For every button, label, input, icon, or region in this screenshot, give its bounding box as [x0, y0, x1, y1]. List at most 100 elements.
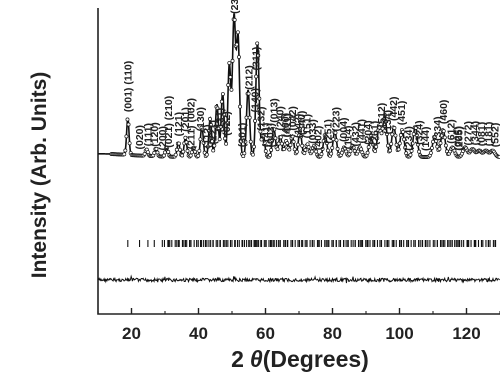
hkl-annotation: (240)	[274, 106, 286, 131]
observed-point	[287, 147, 292, 152]
observed-point	[320, 146, 325, 151]
observed-point	[210, 139, 215, 144]
observed-point	[410, 141, 415, 146]
x-tick-label: 40	[189, 324, 208, 343]
hkl-annotation: (001) (110)	[122, 61, 134, 112]
hkl-annotation: (200)	[157, 126, 169, 151]
observed-point	[413, 125, 418, 130]
observed-point	[409, 148, 414, 153]
observed-point	[324, 141, 329, 146]
plot-area	[97, 8, 500, 315]
observed-point	[184, 140, 189, 145]
observed-point	[279, 141, 284, 146]
hkl-annotation: (261)	[369, 121, 381, 146]
observed-point	[222, 112, 226, 117]
observed-point	[189, 150, 194, 155]
hkl-annotation: (451)	[396, 101, 408, 126]
observed-point	[212, 143, 217, 148]
x-tick-label: 60	[256, 324, 275, 343]
observed-point	[323, 134, 328, 139]
hkl-annotation: (460)	[438, 100, 450, 125]
hkl-annotations: (001) (110) (020)(111)(120)(200)(021) (21…	[122, 0, 500, 151]
hkl-annotation: (013)	[269, 98, 281, 123]
x-axis-label-units: (Degrees)	[263, 346, 369, 372]
observed-point	[314, 149, 319, 154]
observed-point	[228, 75, 233, 80]
observed-point	[173, 152, 178, 157]
observed-point	[242, 151, 247, 156]
observed-point	[205, 144, 210, 149]
hkl-annotation: (612)	[445, 119, 457, 144]
observed-point	[439, 133, 444, 138]
x-tick-label: 100	[385, 324, 413, 343]
observed-point	[188, 153, 193, 158]
hkl-annotation: (021) (210)	[163, 96, 175, 148]
observed-point	[319, 152, 324, 157]
observed-point	[374, 144, 379, 149]
hkl-annotation: (402)	[313, 126, 325, 151]
observed-point	[292, 147, 297, 152]
observed-point	[339, 150, 344, 155]
observed-point	[290, 134, 295, 139]
observed-point	[380, 126, 385, 131]
x-axis-label-theta: θ	[250, 346, 263, 372]
observed-point	[275, 147, 280, 152]
x-axis-ticks: 20 40 60 80 100 120	[97, 308, 500, 343]
hkl-annotation: (230)	[229, 0, 241, 14]
observed-point	[161, 153, 166, 158]
observed-point	[193, 149, 197, 154]
hkl-annotation: (033)	[307, 119, 319, 144]
hkl-annotation: (114)	[343, 125, 355, 149]
observed-point	[330, 145, 335, 150]
hkl-annotation: (132)	[255, 106, 267, 131]
x-axis-label-prefix: 2	[231, 346, 244, 372]
observed-point	[278, 135, 283, 140]
observed-point	[225, 121, 230, 126]
observed-point	[197, 148, 202, 153]
hkl-annotation: (144)	[420, 126, 432, 151]
hkl-annotation: (432)	[350, 122, 362, 147]
observed-point	[375, 136, 380, 141]
observed-point	[200, 127, 205, 132]
observed-point	[414, 133, 419, 138]
observed-point	[403, 145, 408, 150]
observed-point	[181, 149, 186, 154]
observed-point	[389, 141, 394, 146]
observed-point	[218, 124, 223, 129]
observed-point	[302, 151, 307, 156]
observed-point	[246, 91, 251, 96]
observed-point	[223, 136, 227, 141]
observed-point	[208, 117, 212, 121]
observed-point	[306, 145, 311, 150]
observed-point	[204, 152, 209, 157]
hkl-annotation: (211) (002)	[185, 98, 197, 149]
observed-point	[398, 133, 403, 138]
observed-point	[213, 124, 218, 129]
observed-point	[335, 146, 340, 151]
observed-point	[438, 141, 443, 146]
observed-point	[176, 141, 181, 146]
observed-point	[229, 87, 234, 92]
hkl-annotation: (311)	[251, 47, 263, 71]
observed-point	[258, 129, 263, 134]
hkl-annotation: (400)	[280, 113, 292, 138]
observed-point	[366, 145, 371, 150]
hkl-annotation: (201)	[180, 107, 192, 132]
observed-point	[369, 136, 374, 141]
observed-point	[351, 145, 356, 150]
x-tick-label: 80	[323, 324, 342, 343]
observed-point	[435, 144, 440, 149]
hkl-annotation: (151)	[302, 114, 314, 139]
observed-point	[443, 143, 448, 148]
observed-point	[379, 131, 384, 136]
observed-point	[393, 133, 398, 138]
observed-point	[300, 143, 305, 148]
observed-point	[178, 147, 182, 152]
observed-point	[396, 147, 401, 152]
hkl-annotation: (112)	[201, 124, 213, 148]
observed-point	[124, 134, 129, 139]
observed-point	[261, 133, 266, 138]
observed-point	[185, 148, 190, 153]
observed-point	[257, 96, 262, 101]
observed-point	[243, 139, 248, 144]
